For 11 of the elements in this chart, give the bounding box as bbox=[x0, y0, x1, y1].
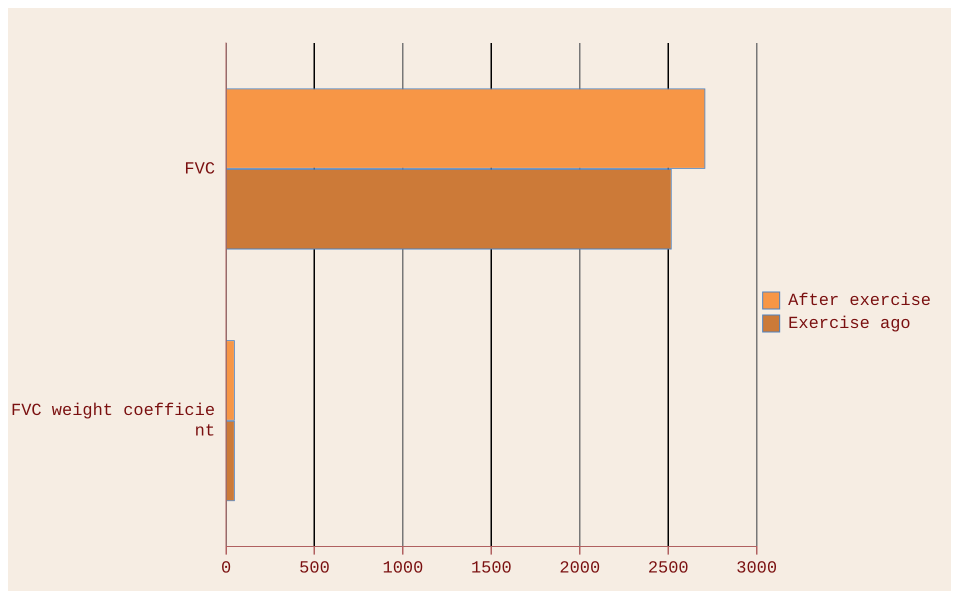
legend-label: Exercise ago bbox=[788, 315, 911, 334]
x-tick-label: 1000 bbox=[382, 559, 424, 578]
y-tick-label: FVC bbox=[184, 160, 216, 180]
legend-label: After exercise bbox=[788, 292, 932, 311]
x-tick-label: 1500 bbox=[470, 559, 512, 578]
x-tick-label: 0 bbox=[220, 559, 232, 578]
x-tick-label: 2500 bbox=[648, 559, 689, 578]
x-tick-label: 500 bbox=[299, 559, 330, 578]
y-tick-label: FVC weight coefficient bbox=[10, 402, 216, 442]
x-tick-label: 2000 bbox=[559, 559, 600, 578]
x-tick-label: 3000 bbox=[736, 559, 778, 578]
